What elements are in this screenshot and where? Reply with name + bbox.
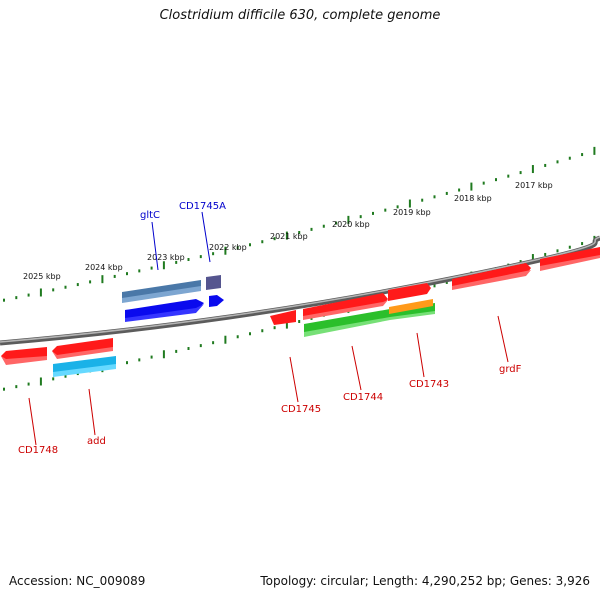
- gene-blue-arrow-2[interactable]: [209, 295, 224, 307]
- genome-backbone: [0, 235, 600, 346]
- leader-CD1745: [289, 356, 299, 403]
- label-CD1745: CD1745: [281, 404, 321, 415]
- gene-red-arrow-2[interactable]: [388, 283, 431, 301]
- accession-text: Accession: NC_009089: [9, 574, 146, 588]
- gene-CD1745A[interactable]: [206, 275, 221, 290]
- gene-CD1745[interactable]: [270, 310, 296, 325]
- tick-label-2017: 2017 kbp: [515, 181, 553, 190]
- tick-label-2025: 2025 kbp: [23, 272, 61, 281]
- tick-label-2018: 2018 kbp: [454, 194, 492, 203]
- label-CD1743: CD1743: [409, 379, 449, 390]
- label-add: add: [87, 436, 106, 447]
- leader-gltC: [151, 221, 159, 271]
- leader-CD1748: [28, 397, 37, 446]
- leader-add: [88, 388, 96, 436]
- reverse-strand-features: [1, 299, 435, 377]
- label-CD1745A: CD1745A: [179, 201, 226, 212]
- gene-red-arrow-left-shade: [52, 347, 113, 359]
- tick-label-2022: 2022 kbp: [209, 243, 247, 252]
- gene-CD1744-shade: [304, 311, 435, 337]
- forward-strand-features: [122, 247, 600, 322]
- label-leader-lines: [28, 211, 509, 446]
- gene-CD1743[interactable]: [389, 299, 433, 314]
- gene-red-arrow-3-shade: [452, 270, 531, 290]
- label-CD1748: CD1748: [18, 445, 58, 456]
- tick-label-2019: 2019 kbp: [393, 208, 431, 217]
- leader-CD1743: [416, 332, 425, 378]
- label-CD1744: CD1744: [343, 392, 383, 403]
- gene-labels: gltC CD1745A CD1748 add CD1745 CD1744 CD…: [18, 201, 522, 456]
- leader-CD1745A: [201, 211, 211, 263]
- gene-CD1748-shade: [1, 356, 47, 365]
- leader-grdF: [497, 315, 509, 363]
- gene-red-arrow-1-shade: [303, 300, 388, 320]
- tick-label-2021: 2021 kbp: [270, 232, 308, 241]
- tick-label-2024: 2024 kbp: [85, 263, 123, 272]
- genome-backbone-highlight: [0, 236, 600, 343]
- gene-blue-arrow-1-shade: [125, 304, 204, 322]
- tick-label-2023: 2023 kbp: [147, 253, 185, 262]
- ruler-tick-labels: 2025 kbp 2024 kbp 2023 kbp 2022 kbp 2021…: [23, 181, 553, 281]
- gene-add-shade: [53, 364, 116, 377]
- map-title: Clostridium difficile 630, complete geno…: [159, 8, 441, 23]
- label-gltC: gltC: [140, 210, 160, 221]
- genome-summary: Topology: circular; Length: 4,290,252 bp…: [260, 574, 590, 588]
- leader-CD1744: [351, 345, 362, 391]
- tick-label-2020: 2020 kbp: [332, 220, 370, 229]
- gene-red-arrow-4-shade: [540, 255, 600, 271]
- label-grdF: grdF: [499, 364, 522, 375]
- upper-ruler: [3, 146, 596, 302]
- gene-red-arrow-left[interactable]: [52, 338, 113, 358]
- gene-gltC-shade: [122, 286, 201, 303]
